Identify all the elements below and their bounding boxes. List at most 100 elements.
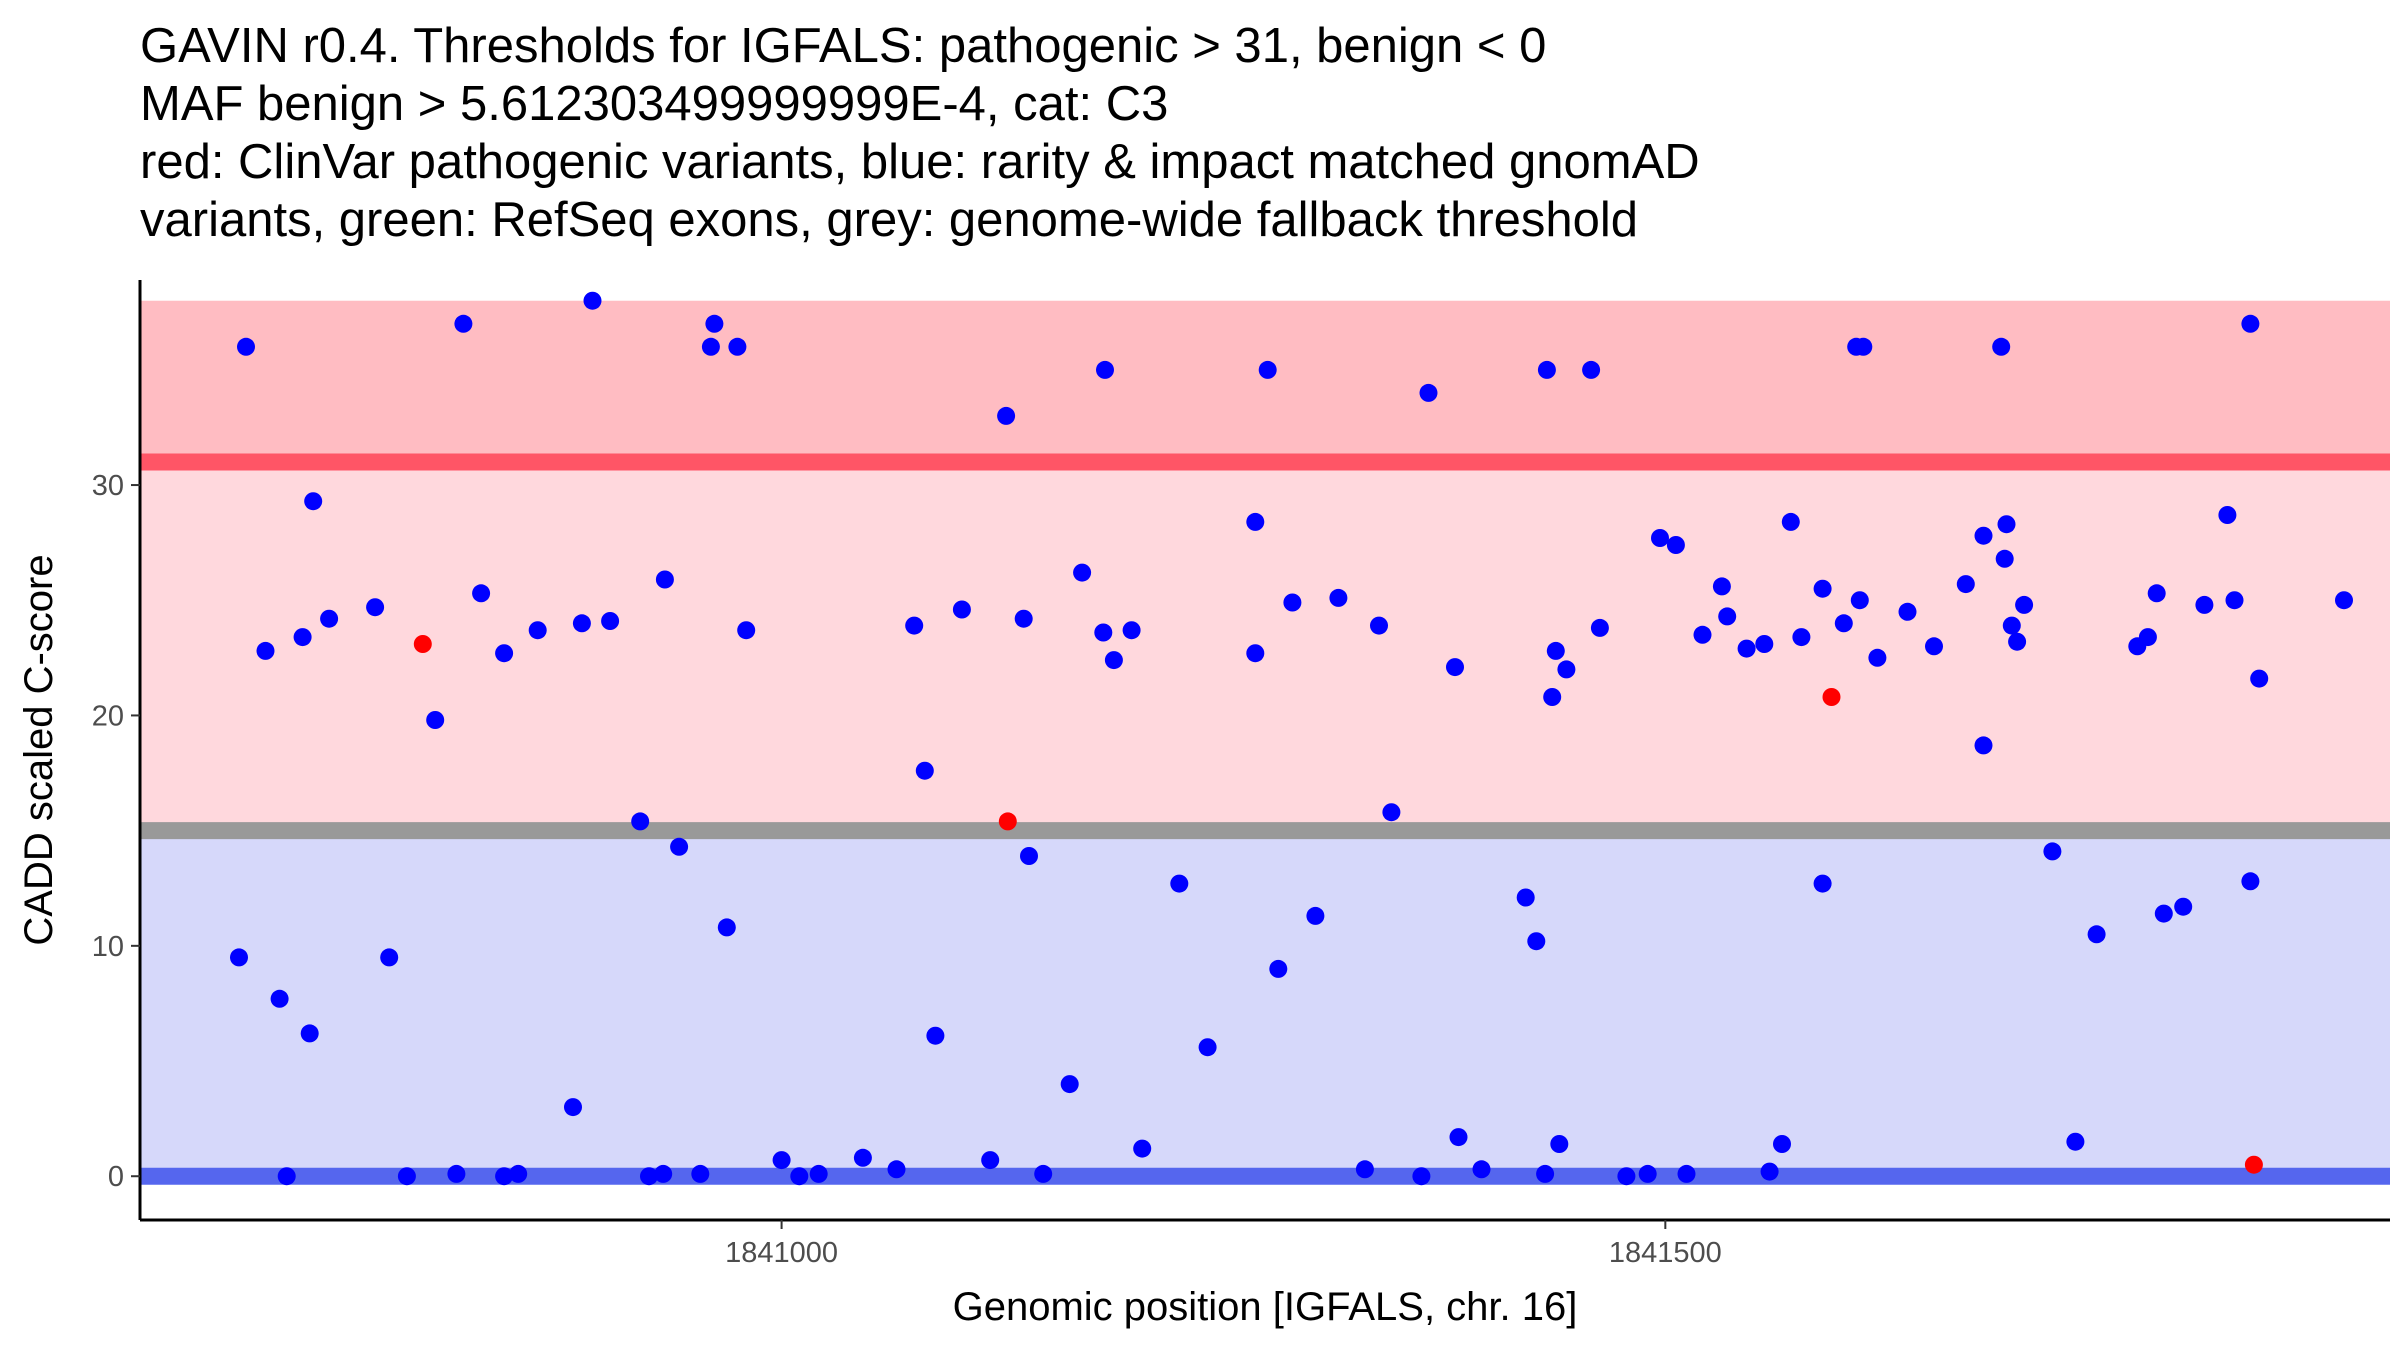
gnomad-point bbox=[905, 616, 924, 635]
gnomad-point bbox=[454, 314, 473, 333]
title-line-4: variants, green: RefSeq exons, grey: gen… bbox=[140, 193, 1638, 247]
gnomad-point bbox=[1590, 618, 1609, 637]
gnomad-point bbox=[1925, 637, 1943, 656]
gnomad-point bbox=[926, 1026, 945, 1045]
title-line-1: GAVIN r0.4. Thresholds for IGFALS: patho… bbox=[140, 19, 1546, 73]
gnomad-point bbox=[1412, 1167, 1431, 1186]
clinvar-pathogenic-point bbox=[998, 812, 1017, 831]
gnomad-point bbox=[397, 1167, 416, 1186]
y-tick-label: 10 bbox=[92, 931, 124, 963]
gnomad-point bbox=[1472, 1160, 1491, 1179]
gnomad-point bbox=[2218, 506, 2237, 524]
gnomad-point bbox=[915, 761, 934, 780]
gnomad-point bbox=[1122, 621, 1141, 640]
gnomad-point bbox=[1355, 1160, 1374, 1179]
gnomad-point bbox=[1014, 609, 1033, 628]
gnomad-point bbox=[705, 314, 724, 333]
gnomad-point bbox=[2241, 872, 2260, 891]
gnomad-point bbox=[655, 570, 674, 589]
gnomad-point bbox=[1992, 337, 2011, 356]
gnomad-point bbox=[1813, 874, 1832, 893]
gnomad-point bbox=[572, 614, 591, 633]
gnomad-point bbox=[1073, 563, 1092, 582]
gnomad-point bbox=[1582, 360, 1601, 379]
gnomad-point bbox=[1104, 651, 1123, 670]
chart-title: GAVIN r0.4. Thresholds for IGFALS: patho… bbox=[140, 19, 1700, 247]
gnomad-point bbox=[472, 584, 491, 603]
y-axis-title: CADD scaled C-score bbox=[17, 554, 61, 945]
gnomad-point bbox=[952, 600, 971, 619]
gnomad-point bbox=[583, 291, 602, 310]
gnomad-point bbox=[790, 1167, 809, 1186]
gnomad-point bbox=[1329, 588, 1348, 607]
clinvar-pathogenic-point bbox=[2244, 1155, 2263, 1174]
gnomad-point bbox=[1773, 1135, 1791, 1153]
gnomad-point bbox=[2087, 925, 2106, 944]
gnomad-point bbox=[1449, 1128, 1468, 1147]
gnomad-point bbox=[2250, 669, 2269, 688]
gnomad-point bbox=[1995, 549, 2014, 568]
gnomad-point bbox=[1834, 614, 1853, 633]
gnomad-point bbox=[640, 1167, 658, 1186]
gnomad-point bbox=[1677, 1164, 1696, 1183]
gnomad-point bbox=[270, 989, 289, 1008]
gnomad-point bbox=[2195, 595, 2214, 614]
gnomad-point bbox=[2008, 632, 2027, 651]
clinvar-pathogenic-point bbox=[413, 635, 432, 653]
gnomad-point bbox=[1094, 623, 1113, 642]
gnomad-point bbox=[1258, 360, 1277, 379]
x-axis-title: Genomic position [IGFALS, chr. 16] bbox=[953, 1285, 1578, 1329]
gnomad-point bbox=[1550, 1135, 1569, 1153]
pathogenic-range-band bbox=[140, 300, 2390, 463]
gnomad-point bbox=[1737, 639, 1756, 658]
gnomad-point bbox=[601, 612, 620, 630]
gnomad-point bbox=[447, 1164, 466, 1183]
gnomad-point bbox=[1868, 648, 1887, 667]
gnomad-point bbox=[1527, 932, 1546, 951]
gnomad-point bbox=[426, 711, 445, 729]
gnomad-point bbox=[981, 1151, 1000, 1170]
y-axis-ticks: 0 10 20 30 bbox=[92, 470, 140, 1193]
title-line-2: MAF benign > 5.612303499999999E-4, cat: … bbox=[140, 77, 1168, 131]
gnomad-point bbox=[1651, 529, 1669, 547]
gnomad-point bbox=[366, 598, 385, 617]
gnomad-point bbox=[1813, 579, 1832, 598]
gnomad-point bbox=[380, 948, 399, 967]
gnomad-point bbox=[1382, 803, 1401, 822]
gnomad-point bbox=[2138, 628, 2157, 647]
gnomad-point bbox=[1546, 641, 1565, 660]
gnomad-point bbox=[300, 1024, 319, 1043]
gnomad-point bbox=[1974, 736, 1993, 755]
gnomad-point bbox=[1666, 536, 1685, 554]
gnomad-point bbox=[1638, 1164, 1657, 1183]
y-tick-label: 30 bbox=[92, 470, 124, 502]
gnomad-point bbox=[1718, 607, 1737, 626]
gnomad-point bbox=[1557, 660, 1576, 679]
gnomad-point bbox=[1020, 847, 1038, 865]
gnomad-point bbox=[1060, 1075, 1079, 1094]
gnomad-point bbox=[1712, 577, 1731, 596]
gnomad-point bbox=[1755, 635, 1774, 653]
gnomad-point bbox=[2015, 595, 2034, 614]
gnomad-point bbox=[1956, 575, 1975, 594]
gnomad-point bbox=[230, 948, 248, 967]
gnomad-point bbox=[304, 492, 323, 511]
x-tick-label: 1841500 bbox=[1609, 1237, 1722, 1269]
gnomad-point bbox=[1370, 616, 1388, 635]
gnomad-point bbox=[564, 1098, 582, 1117]
threshold-bands bbox=[140, 300, 2390, 1177]
gnomad-point bbox=[853, 1148, 872, 1167]
gnomad-point bbox=[1854, 337, 1873, 356]
gnomad-point bbox=[2002, 616, 2021, 635]
y-tick-label: 20 bbox=[92, 700, 124, 732]
gnomad-point bbox=[1096, 360, 1114, 379]
gnomad-point bbox=[654, 1164, 673, 1183]
gnomad-point bbox=[1246, 644, 1265, 663]
gnomad-point bbox=[509, 1164, 528, 1183]
gnomad-point bbox=[320, 609, 339, 628]
gnomad-point bbox=[887, 1160, 906, 1179]
gnomad-point bbox=[1537, 360, 1556, 379]
gnomad-point bbox=[717, 918, 736, 937]
gnomad-point bbox=[1850, 591, 1869, 610]
x-axis-ticks: 1841000 1841500 bbox=[725, 1220, 1722, 1269]
